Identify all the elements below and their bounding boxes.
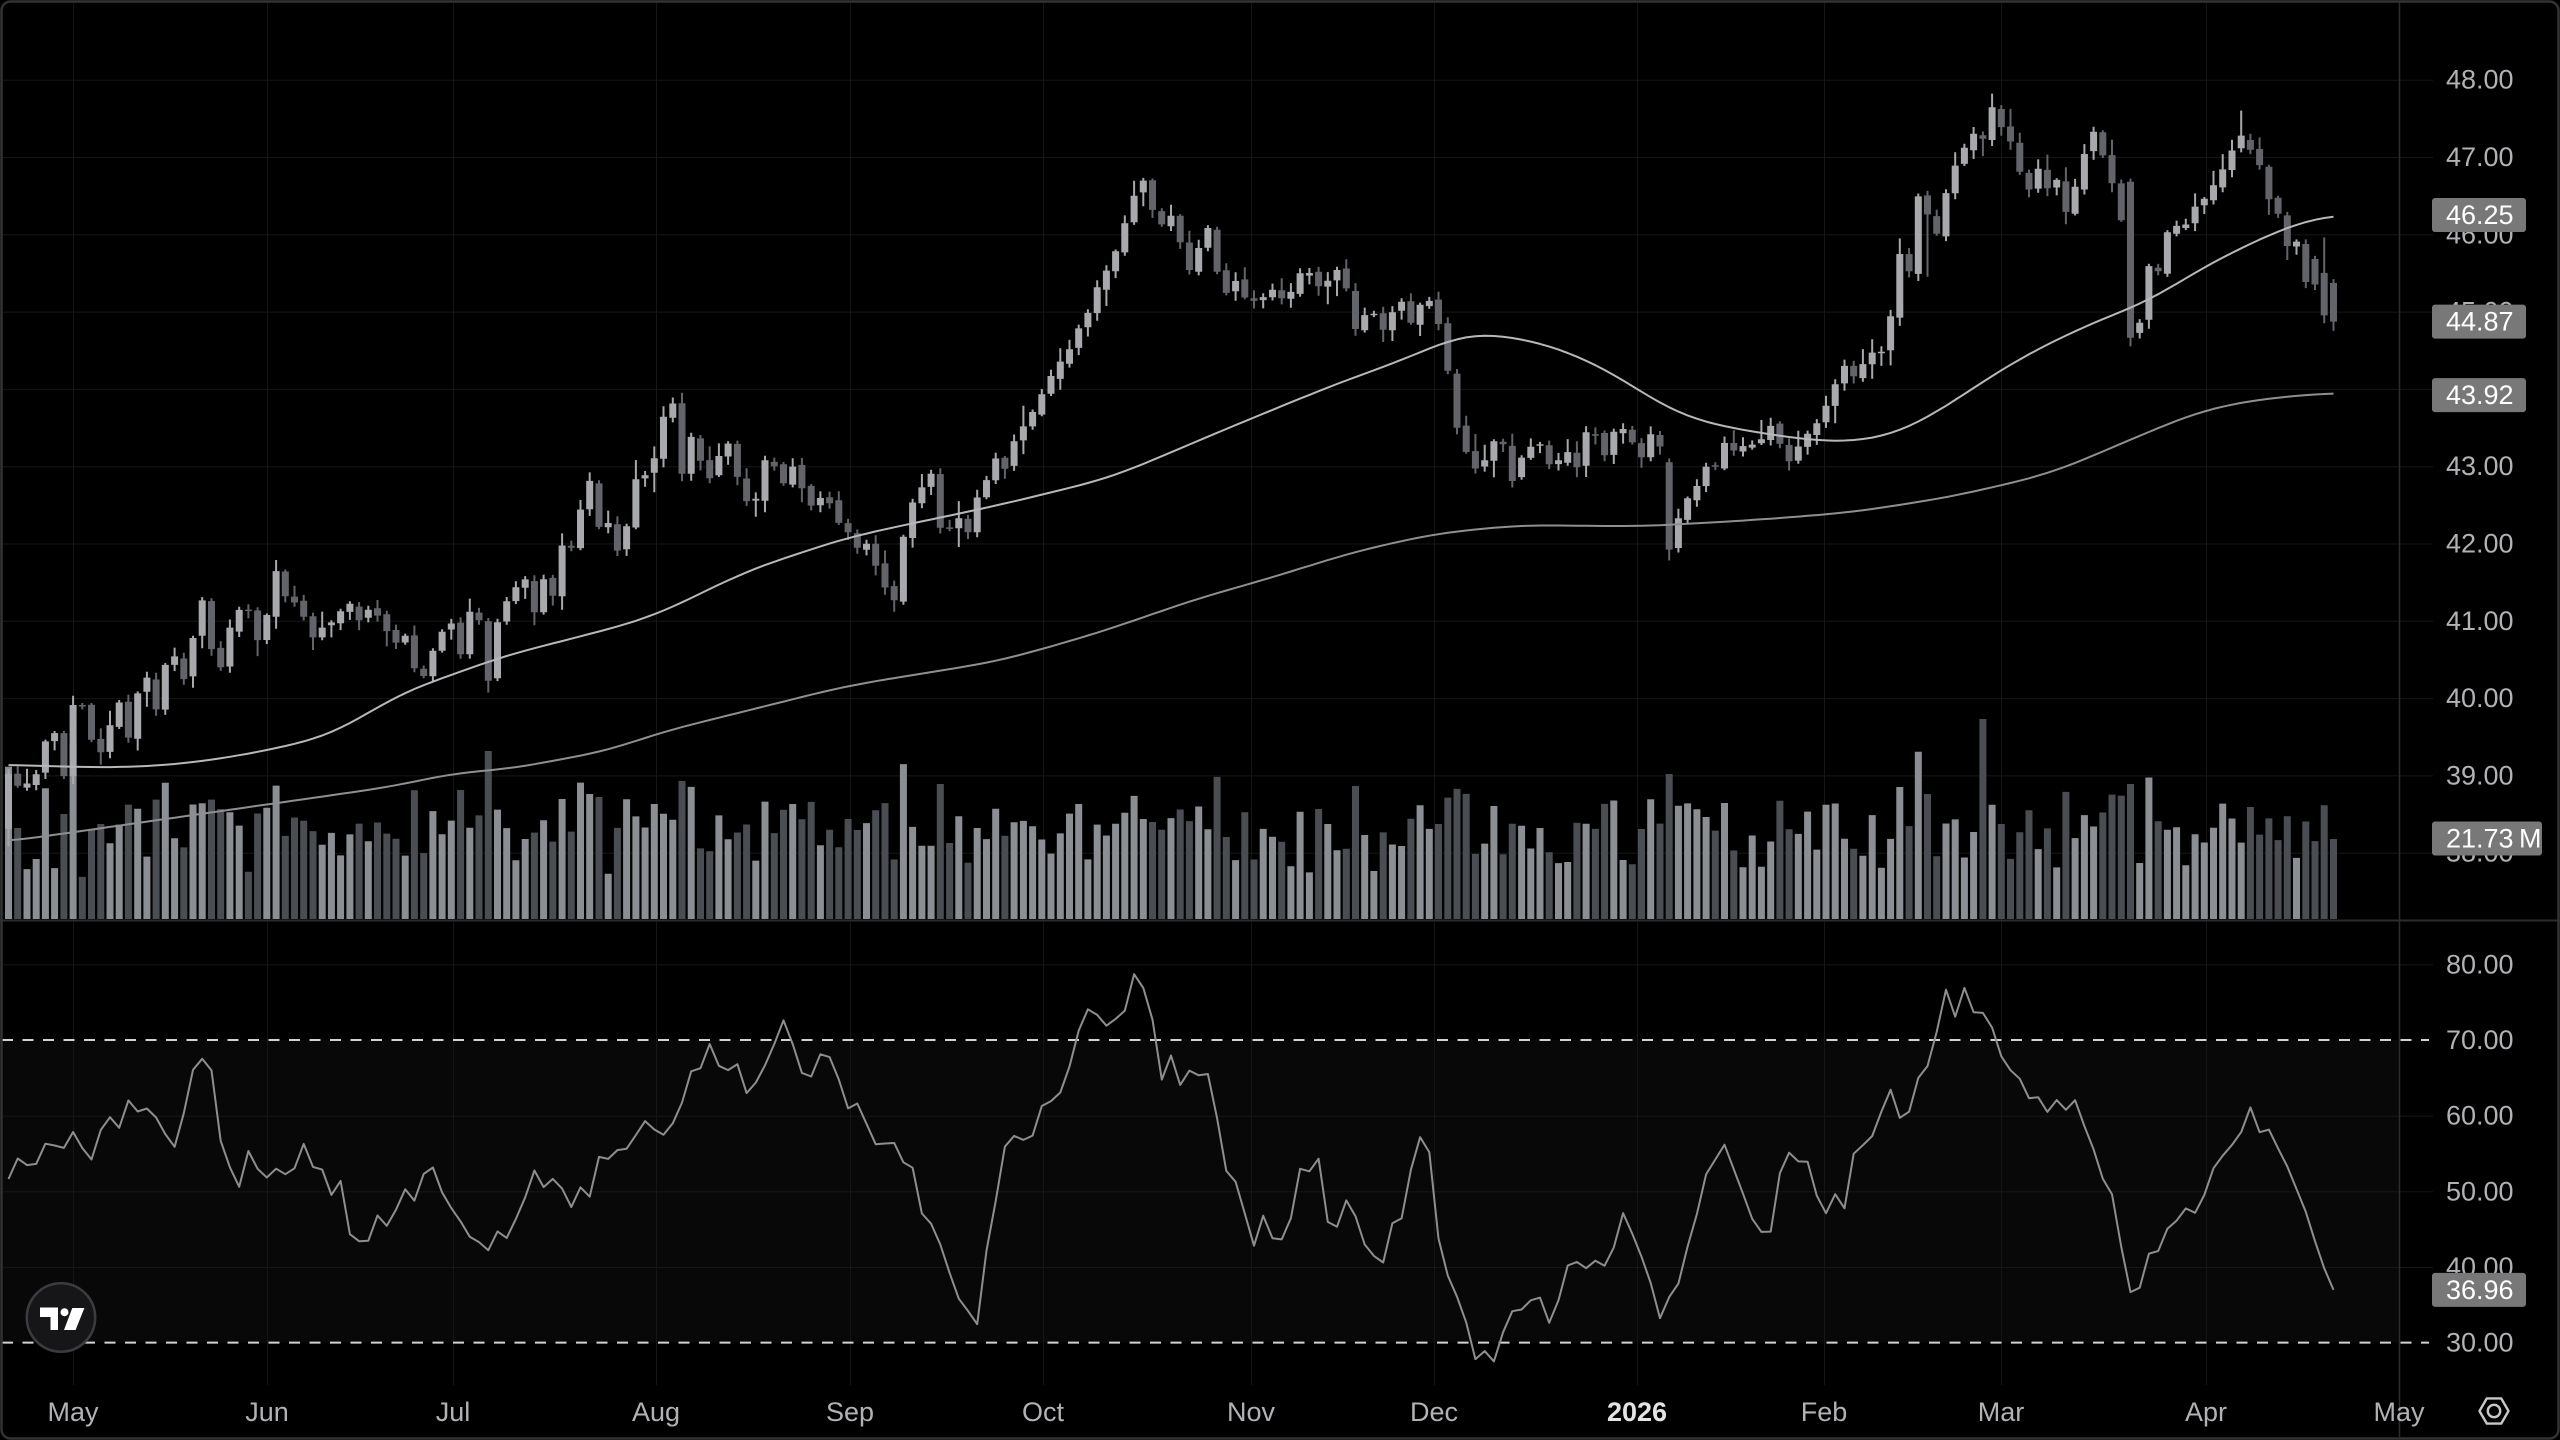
svg-text:Mar: Mar	[1978, 1397, 2025, 1427]
svg-text:Oct: Oct	[1022, 1397, 1065, 1427]
svg-text:80.00: 80.00	[2446, 949, 2514, 979]
svg-text:48.00: 48.00	[2446, 65, 2514, 95]
svg-text:39.00: 39.00	[2446, 760, 2514, 790]
svg-text:Jun: Jun	[245, 1397, 289, 1427]
svg-text:60.00: 60.00	[2446, 1101, 2514, 1131]
svg-text:42.00: 42.00	[2446, 529, 2514, 559]
svg-text:36.96: 36.96	[2446, 1275, 2514, 1305]
svg-text:Feb: Feb	[1801, 1397, 1848, 1427]
svg-text:2026: 2026	[1607, 1397, 1667, 1427]
svg-text:43.92: 43.92	[2446, 380, 2514, 410]
svg-text:May: May	[2373, 1397, 2425, 1427]
svg-text:Jul: Jul	[436, 1397, 471, 1427]
svg-text:70.00: 70.00	[2446, 1025, 2514, 1055]
svg-text:50.00: 50.00	[2446, 1176, 2514, 1206]
svg-text:Dec: Dec	[1410, 1397, 1458, 1427]
svg-text:Nov: Nov	[1227, 1397, 1276, 1427]
svg-text:44.87: 44.87	[2446, 307, 2514, 337]
svg-text:40.00: 40.00	[2446, 683, 2514, 713]
svg-text:30.00: 30.00	[2446, 1328, 2514, 1358]
svg-text:Sep: Sep	[826, 1397, 874, 1427]
svg-text:May: May	[47, 1397, 99, 1427]
svg-text:41.00: 41.00	[2446, 606, 2514, 636]
svg-text:21.73 M: 21.73 M	[2446, 824, 2541, 854]
svg-text:47.00: 47.00	[2446, 142, 2514, 172]
svg-text:Apr: Apr	[2185, 1397, 2227, 1427]
svg-text:43.00: 43.00	[2446, 451, 2514, 481]
svg-text:Aug: Aug	[632, 1397, 680, 1427]
svg-text:46.25: 46.25	[2446, 200, 2514, 230]
